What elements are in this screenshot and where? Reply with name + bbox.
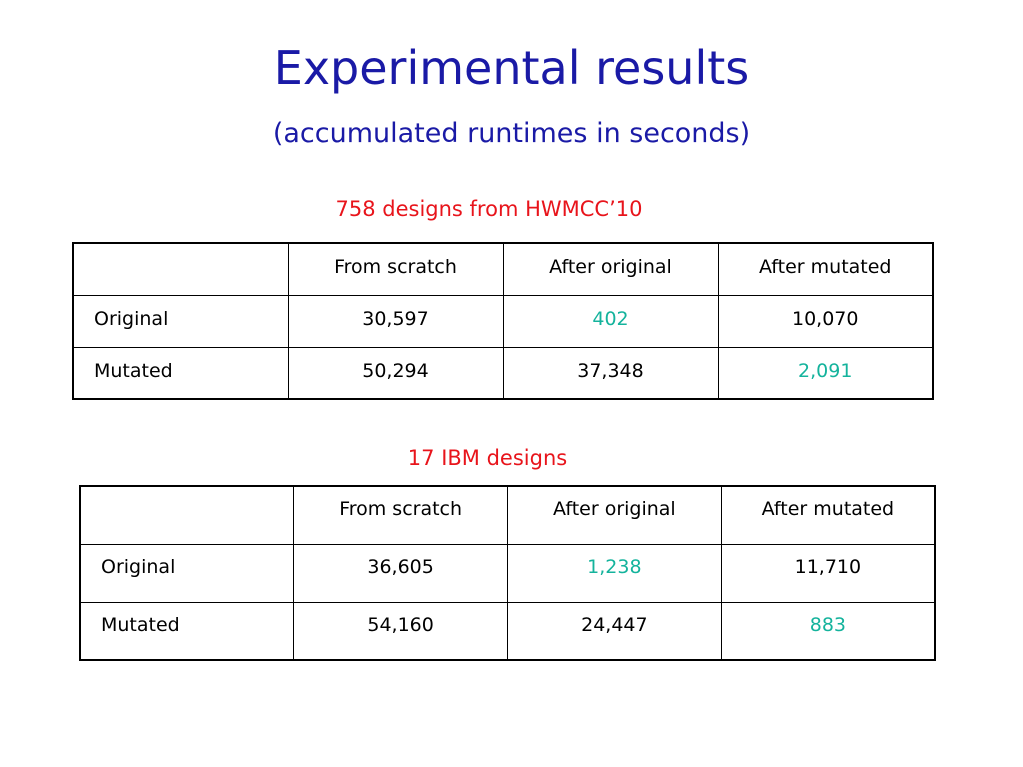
cell-from-scratch: 54,160 xyxy=(293,601,508,661)
row-label-mutated: Mutated xyxy=(79,601,295,661)
header-cell-after-original: After original xyxy=(507,485,722,545)
cell-after-mutated: 11,710 xyxy=(720,543,936,603)
header-cell-after-mutated: After mutated xyxy=(720,485,936,545)
cell-after-mutated: 883 xyxy=(720,601,936,661)
header-cell-empty xyxy=(72,242,289,296)
slide-subtitle: (accumulated runtimes in seconds) xyxy=(272,118,751,149)
header-cell-after-original: After original xyxy=(502,242,719,296)
table-row: Original 30,597 402 10,070 xyxy=(72,294,934,348)
cell-after-mutated: 10,070 xyxy=(717,294,934,348)
row-label-original: Original xyxy=(72,294,289,348)
header-cell-after-mutated: After mutated xyxy=(717,242,934,296)
header-cell-from-scratch: From scratch xyxy=(293,485,508,545)
table-row: Mutated 50,294 37,348 2,091 xyxy=(72,346,934,400)
table-row: Mutated 54,160 24,447 883 xyxy=(79,601,936,661)
table-row: Original 36,605 1,238 11,710 xyxy=(79,543,936,603)
cell-from-scratch: 30,597 xyxy=(287,294,504,348)
results-table-ibm: From scratch After original After mutate… xyxy=(79,485,936,661)
cell-after-original: 1,238 xyxy=(507,543,722,603)
cell-after-original: 402 xyxy=(502,294,719,348)
cell-after-original: 37,348 xyxy=(502,346,719,400)
cell-from-scratch: 50,294 xyxy=(287,346,504,400)
slide-title: Experimental results xyxy=(273,41,750,95)
table-caption-hwmcc: 758 designs from HWMCC’10 xyxy=(335,197,643,221)
results-table-hwmcc: From scratch After original After mutate… xyxy=(72,242,934,400)
row-label-mutated: Mutated xyxy=(72,346,289,400)
cell-after-original: 24,447 xyxy=(507,601,722,661)
header-cell-empty xyxy=(79,485,295,545)
table-header-row: From scratch After original After mutate… xyxy=(79,485,936,545)
header-cell-from-scratch: From scratch xyxy=(287,242,504,296)
cell-from-scratch: 36,605 xyxy=(293,543,508,603)
row-label-original: Original xyxy=(79,543,295,603)
cell-after-mutated: 2,091 xyxy=(717,346,934,400)
table-header-row: From scratch After original After mutate… xyxy=(72,242,934,296)
table-caption-ibm: 17 IBM designs xyxy=(407,446,568,470)
